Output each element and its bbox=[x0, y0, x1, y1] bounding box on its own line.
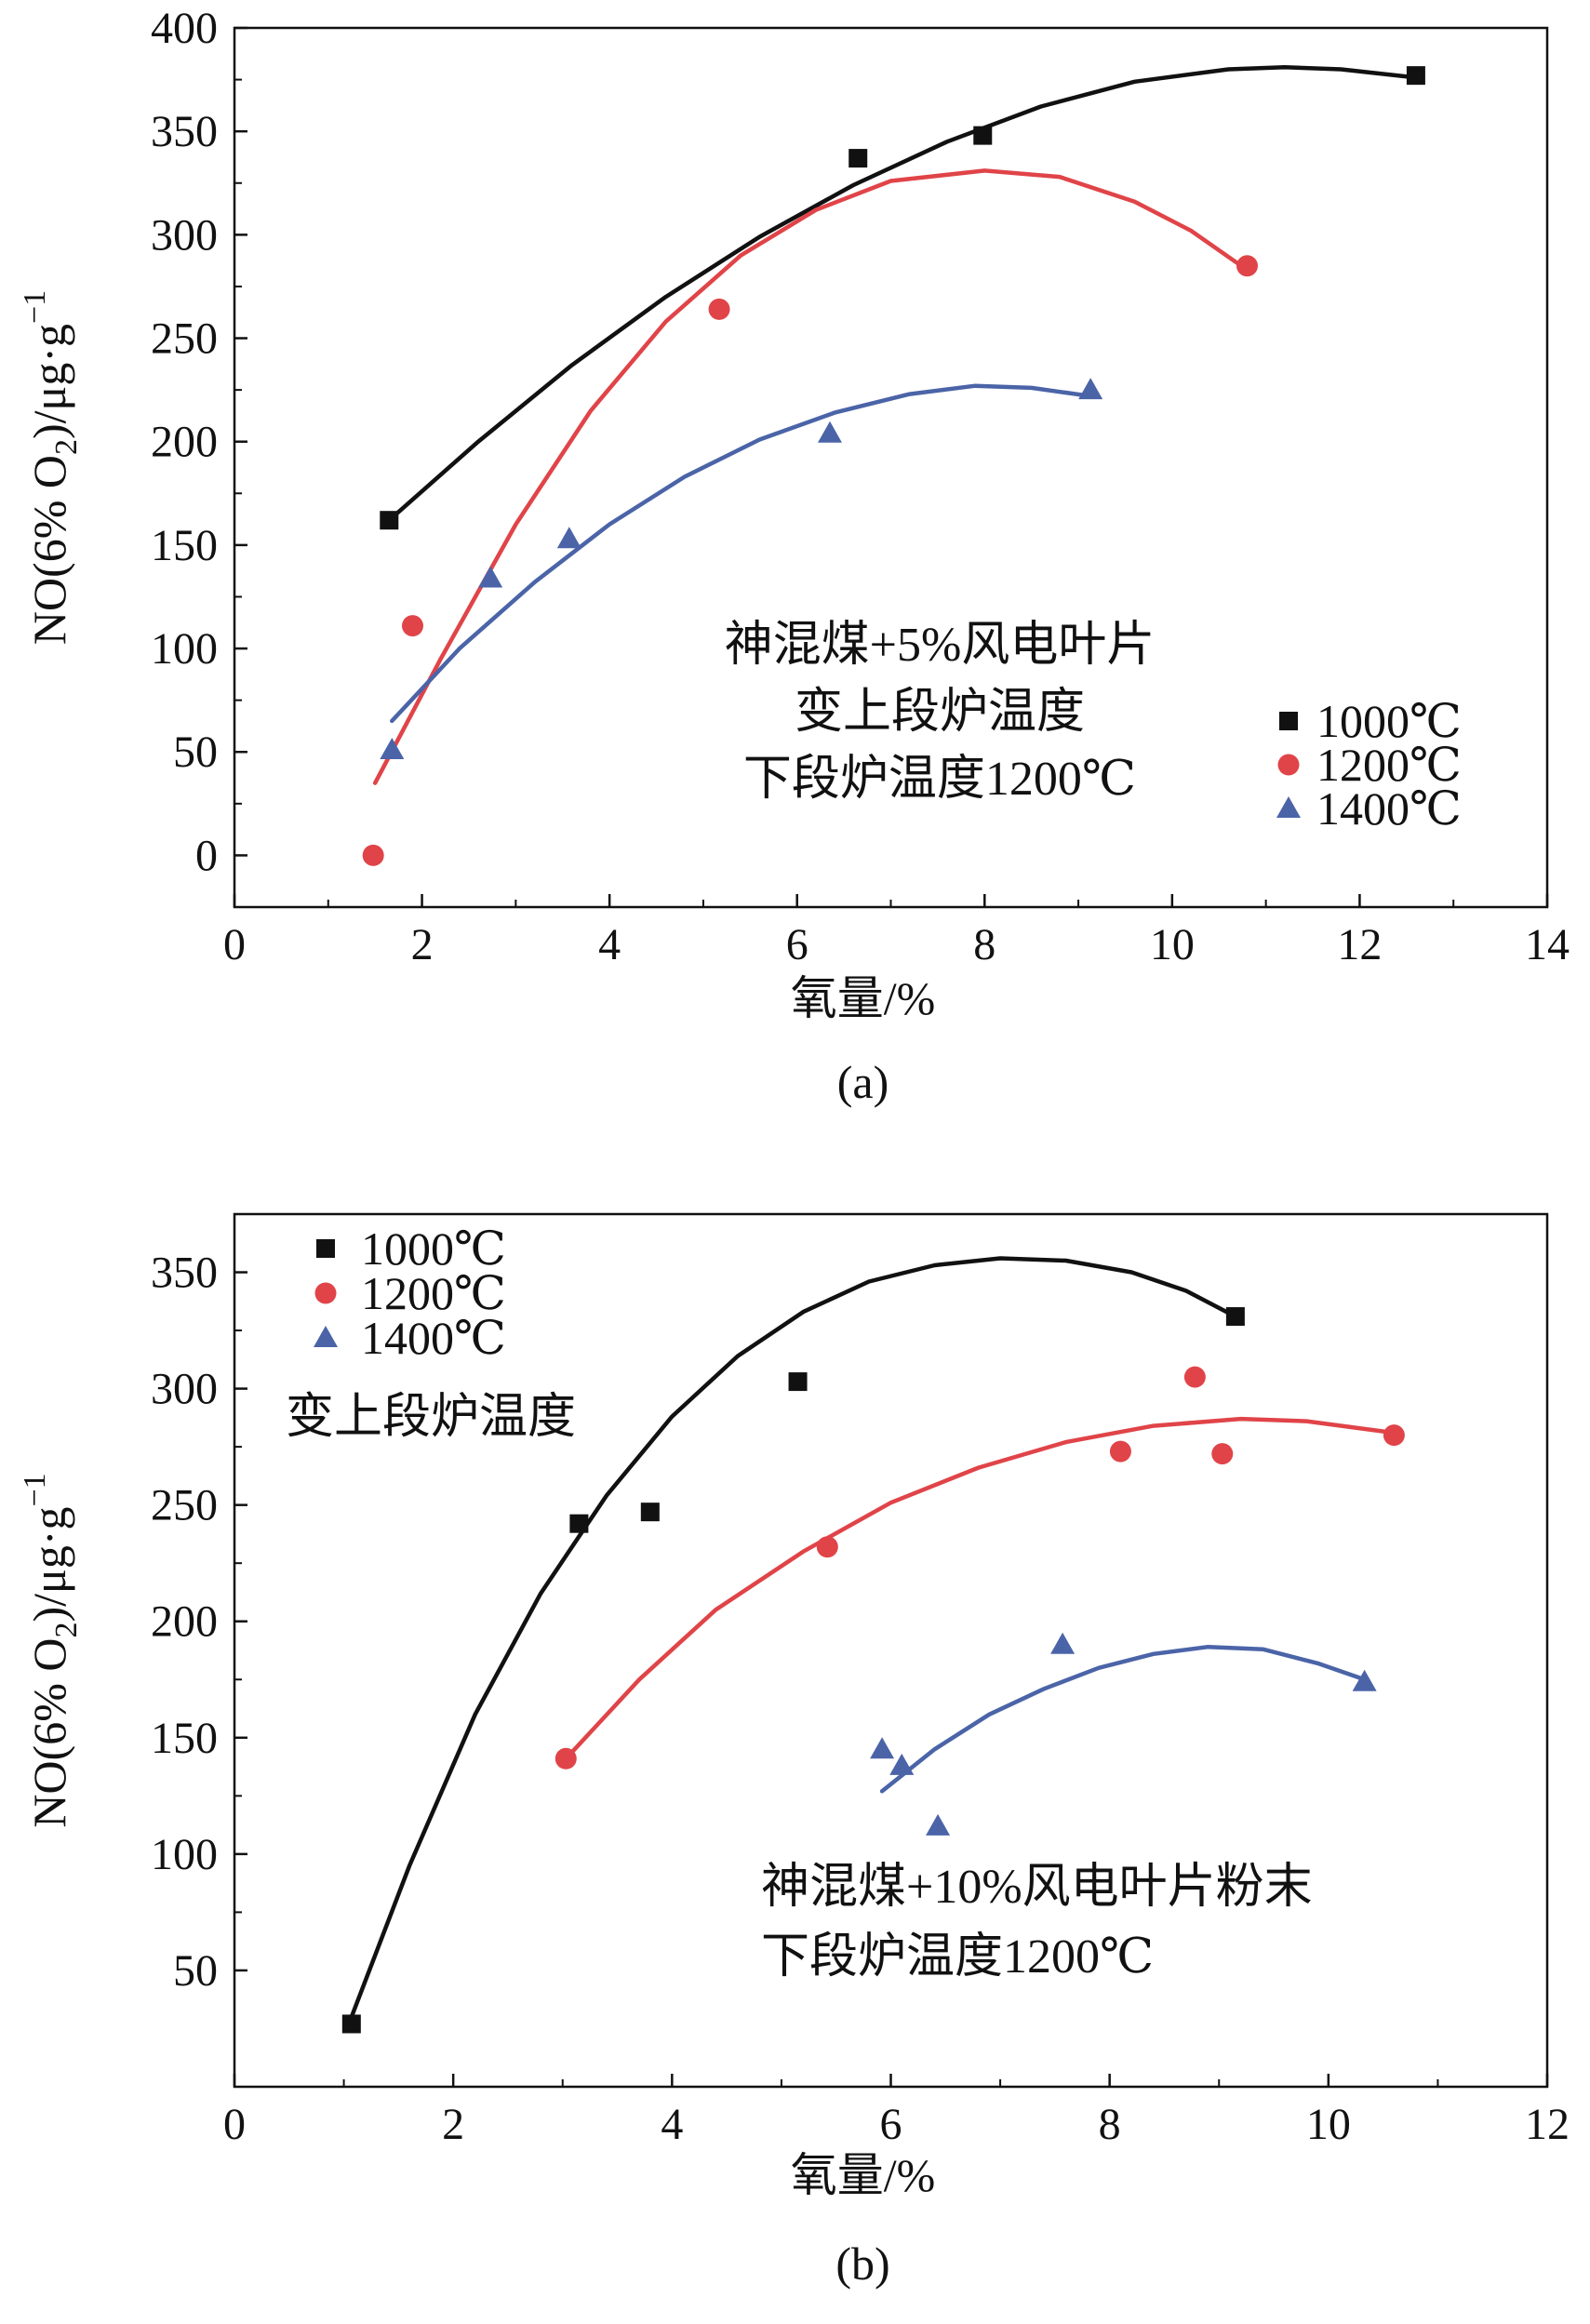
x-tick-label: 0 bbox=[223, 920, 246, 969]
x-tick-label: 10 bbox=[1150, 920, 1195, 969]
legend-label: 1200℃ bbox=[1316, 739, 1462, 791]
data-point-circle bbox=[1383, 1424, 1405, 1447]
data-point-circle bbox=[708, 298, 730, 320]
data-point-triangle bbox=[926, 1813, 951, 1836]
x-tick-label: 10 bbox=[1306, 2100, 1351, 2149]
y-tick-label: 200 bbox=[151, 1597, 218, 1647]
data-point-circle bbox=[816, 1536, 838, 1558]
y-tick-label: 350 bbox=[151, 1249, 218, 1298]
legend-label: 1000℃ bbox=[361, 1222, 506, 1275]
x-tick-label: 4 bbox=[661, 2100, 683, 2149]
y-tick-label: 300 bbox=[151, 1365, 218, 1414]
data-point-circle bbox=[1183, 1366, 1206, 1388]
x-tick-label: 2 bbox=[411, 920, 434, 969]
y-tick-label: 200 bbox=[151, 418, 218, 467]
data-point-circle bbox=[1236, 255, 1258, 277]
legend-marker-square bbox=[1279, 712, 1298, 730]
y-tick-label: 150 bbox=[151, 521, 218, 570]
y-axis-label: NO(6% O2)/μg·g−1 bbox=[18, 290, 84, 645]
data-point-triangle bbox=[556, 527, 581, 549]
data-point-square bbox=[1225, 1307, 1245, 1327]
data-point-triangle bbox=[817, 421, 842, 443]
data-point-circle bbox=[1109, 1440, 1131, 1463]
legend-label: 1200℃ bbox=[361, 1267, 506, 1319]
x-tick-label: 6 bbox=[880, 2100, 902, 2149]
y-tick-label: 150 bbox=[151, 1714, 218, 1763]
fit-curve-1000℃ bbox=[349, 1256, 1238, 2020]
data-point-square bbox=[973, 126, 993, 145]
legend-label: 1000℃ bbox=[1316, 695, 1462, 747]
data-point-triangle bbox=[870, 1737, 895, 1759]
annotation-text: 下段炉温度1200℃ bbox=[761, 1930, 1154, 1983]
data-point-circle bbox=[1211, 1443, 1234, 1465]
data-point-square bbox=[848, 149, 868, 168]
y-tick-label: 50 bbox=[173, 728, 218, 777]
fit-curve-1200℃ bbox=[564, 1416, 1396, 1761]
x-tick-label: 4 bbox=[598, 920, 621, 969]
data-point-circle bbox=[401, 615, 423, 637]
data-point-triangle bbox=[380, 738, 405, 760]
y-tick-label: 400 bbox=[151, 4, 218, 53]
y-tick-label: 50 bbox=[173, 1946, 218, 1996]
legend-label: 1400℃ bbox=[361, 1312, 506, 1364]
x-tick-label: 6 bbox=[786, 920, 808, 969]
data-point-triangle bbox=[1050, 1632, 1076, 1654]
data-point-square bbox=[569, 1514, 589, 1533]
x-tick-label: 8 bbox=[973, 920, 995, 969]
data-point-square bbox=[788, 1372, 808, 1392]
data-point-triangle bbox=[889, 1753, 915, 1775]
y-tick-label: 100 bbox=[151, 1830, 218, 1879]
fit-curve-1400℃ bbox=[390, 383, 1093, 724]
x-axis-label: 氧量/% bbox=[791, 972, 936, 1024]
data-point-triangle bbox=[478, 566, 503, 588]
legend-marker-circle bbox=[1277, 754, 1300, 776]
y-tick-label: 0 bbox=[195, 831, 218, 880]
x-tick-label: 14 bbox=[1525, 920, 1570, 969]
y-tick-label: 250 bbox=[151, 314, 218, 364]
data-point-square bbox=[380, 511, 399, 530]
x-tick-label: 12 bbox=[1337, 920, 1382, 969]
fit-curve-1200℃ bbox=[372, 168, 1249, 785]
annotation-text: 下段炉温度1200℃ bbox=[743, 753, 1136, 806]
data-point-triangle bbox=[1352, 1669, 1377, 1691]
legend-marker-circle bbox=[314, 1282, 337, 1304]
legend-label: 1400℃ bbox=[1316, 782, 1462, 835]
panel-a: 0 2 4 6 8 10 12 14 0 50 100 150 200 250 300 350 400 氧量/% N… bbox=[18, 4, 1570, 1108]
legend-marker-triangle bbox=[1276, 796, 1301, 818]
annotation-text: 神混煤+5%风电叶片 bbox=[725, 619, 1156, 672]
data-point-circle bbox=[554, 1747, 577, 1770]
y-tick-label: 250 bbox=[151, 1481, 218, 1530]
x-tick-label: 12 bbox=[1525, 2100, 1570, 2149]
fit-curve-1400℃ bbox=[879, 1644, 1367, 1794]
y-axis-label: NO(6% O2)/μg·g−1 bbox=[18, 1473, 84, 1827]
annotation-text: 神混煤+10%风电叶片粉末 bbox=[761, 1861, 1313, 1914]
x-tick-label: 2 bbox=[442, 2100, 464, 2149]
data-point-triangle bbox=[1078, 378, 1103, 400]
annotation-text: 变上段炉温度 bbox=[286, 1391, 576, 1444]
annotation-text: 变上段炉温度 bbox=[795, 686, 1085, 739]
data-point-square bbox=[640, 1503, 660, 1522]
y-tick-label: 300 bbox=[151, 210, 218, 260]
data-point-square bbox=[341, 2014, 361, 2034]
y-tick-label: 100 bbox=[151, 624, 218, 674]
x-tick-label: 0 bbox=[223, 2100, 246, 2149]
panel-b: 0 2 4 6 8 10 12 50 100 150 200 250 300 350 氧量/% NO(6% O… bbox=[18, 1212, 1570, 2290]
x-axis-label: 氧量/% bbox=[791, 2149, 936, 2201]
fit-curve-1000℃ bbox=[387, 64, 1419, 523]
panel-label: (b) bbox=[835, 2237, 889, 2290]
x-tick-label: 8 bbox=[1099, 2100, 1121, 2149]
data-point-square bbox=[1406, 66, 1425, 86]
legend-marker-triangle bbox=[314, 1326, 338, 1347]
y-tick-label: 350 bbox=[151, 107, 218, 156]
legend-marker-square bbox=[316, 1239, 335, 1258]
data-point-circle bbox=[362, 844, 384, 866]
panel-label: (a) bbox=[837, 1056, 889, 1108]
